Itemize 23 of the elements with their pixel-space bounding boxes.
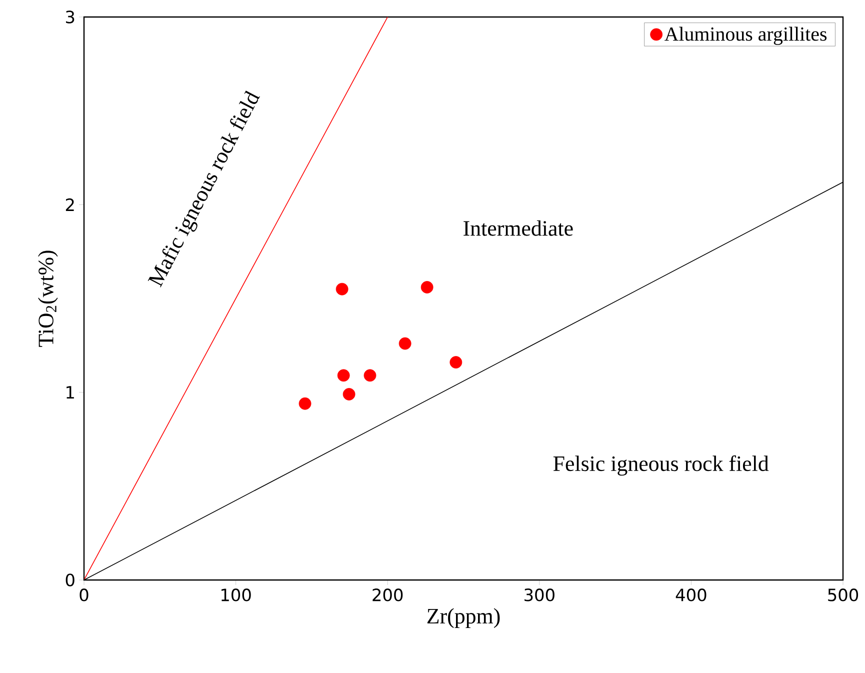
point	[450, 356, 462, 368]
annotation: Intermediate	[464, 220, 573, 236]
x-tick-label: 500	[828, 588, 858, 602]
point	[337, 369, 350, 382]
annotation: Felsic igneous rock field	[553, 455, 769, 476]
point	[342, 388, 356, 400]
point	[336, 282, 348, 296]
x-tick-label: 300	[524, 588, 554, 602]
x-tick-label: 400	[676, 588, 706, 602]
y-axis-title: TiO$_{2}$(wt%)	[38, 250, 58, 347]
x-tick-label: 100	[222, 588, 251, 602]
y-tick-label: 3	[66, 10, 74, 24]
point	[398, 337, 412, 350]
point	[364, 369, 376, 382]
y-tick-label: 0	[66, 574, 74, 586]
x-tick-label: 200	[372, 588, 403, 602]
x-axis-title: Zr(ppm)	[427, 608, 500, 628]
point	[298, 397, 312, 410]
y-tick-label: 1	[66, 386, 74, 398]
legend-label: Aluminous argillites	[664, 26, 827, 45]
y-tick-label: 2	[66, 198, 74, 211]
x-tick-label: 0	[80, 588, 88, 602]
point	[420, 281, 434, 294]
